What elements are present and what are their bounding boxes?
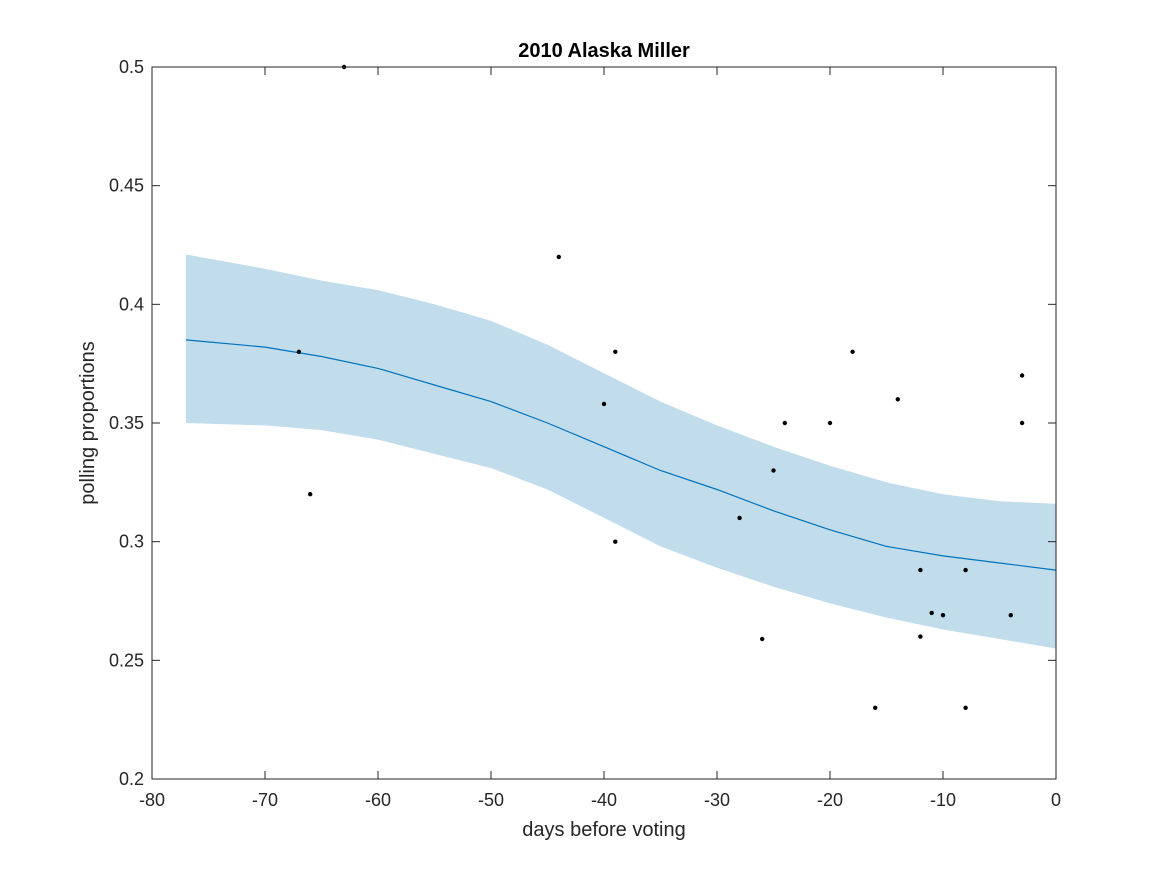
x-tick-label: -10 (930, 790, 956, 810)
y-tick-label: 0.45 (109, 176, 144, 196)
confidence-band-layer (185, 254, 1056, 649)
y-tick-label: 0.4 (119, 294, 144, 314)
x-tick-label: -80 (139, 790, 165, 810)
x-tick-label: -70 (252, 790, 278, 810)
confidence-band (185, 254, 1056, 649)
data-point (940, 613, 946, 618)
x-tick-label: -50 (478, 790, 504, 810)
y-tick-label: 0.2 (119, 769, 144, 789)
chart-title: 2010 Alaska Miller (518, 40, 690, 62)
data-point (613, 539, 618, 544)
data-point (556, 254, 561, 260)
data-point (1019, 420, 1025, 426)
data-point (782, 420, 787, 426)
data-point (771, 468, 776, 473)
data-point (963, 705, 968, 710)
data-point (601, 401, 607, 407)
data-point (850, 349, 855, 354)
data-point (613, 349, 618, 354)
data-point (308, 492, 313, 497)
x-tick-label: -30 (704, 790, 730, 810)
data-point (918, 634, 923, 639)
x-tick-label: 0 (1051, 790, 1061, 810)
y-tick-label: 0.25 (109, 650, 144, 670)
y-tick-label: 0.3 (119, 532, 144, 552)
data-point (1008, 613, 1013, 618)
ticks-layer: -80 -70 -60 -50 -40 -30 -20 -10 0 0.2 0.25 0.3 0.35 0… (109, 57, 1061, 810)
data-point (1019, 373, 1025, 378)
trend-line-layer (185, 339, 1057, 571)
x-tick-label: -40 (591, 790, 617, 810)
data-point (963, 567, 968, 573)
x-tick-label: -20 (817, 790, 843, 810)
x-tick-label: -60 (365, 790, 391, 810)
y-tick-label: 0.35 (109, 413, 144, 433)
y-axis-label: polling proportions (77, 341, 99, 504)
data-point (296, 349, 302, 354)
x-axis-label: days before voting (522, 819, 685, 841)
data-point (873, 705, 878, 710)
data-point (760, 636, 765, 642)
data-point (929, 610, 934, 616)
data-point (737, 515, 742, 521)
y-tick-label: 0.5 (119, 57, 144, 77)
data-point (827, 420, 833, 426)
data-point (918, 567, 923, 573)
data-points-layer (296, 64, 1025, 710)
trend-line (185, 339, 1057, 571)
data-point (895, 397, 900, 402)
